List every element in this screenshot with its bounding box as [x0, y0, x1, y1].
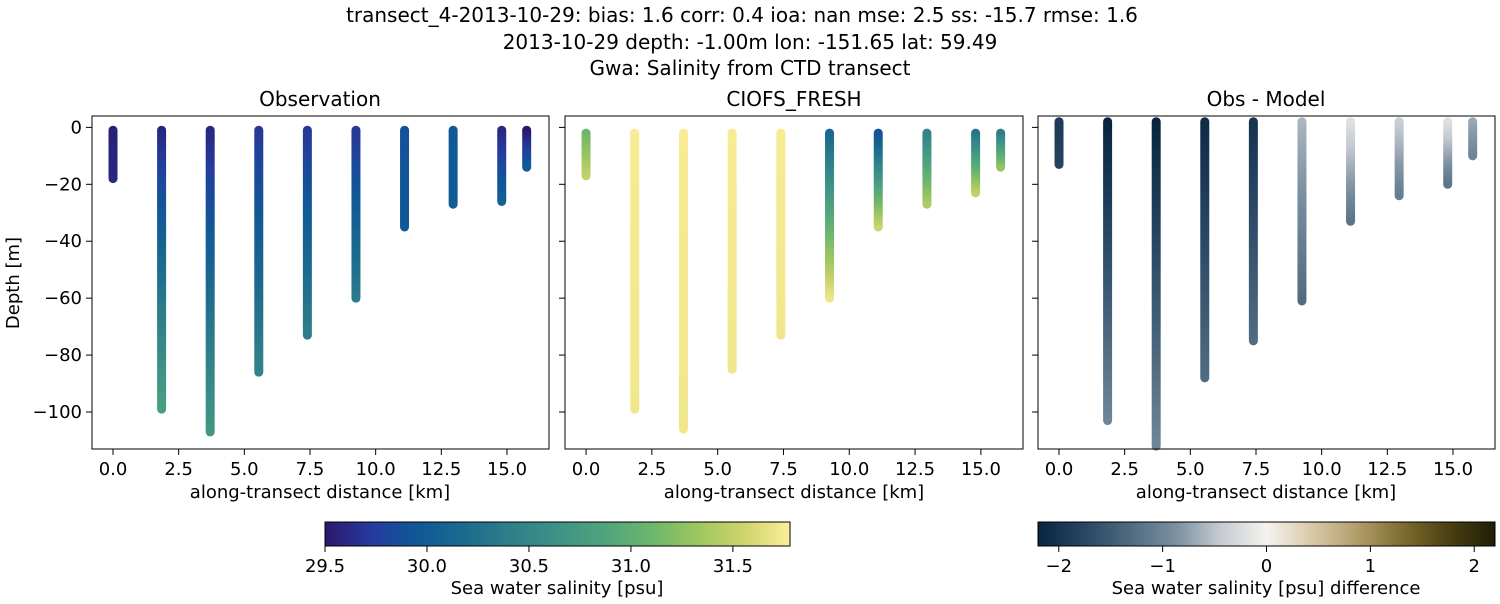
figure-title-line-2: 2013-10-29 depth: -1.00m lon: -151.65 la…: [503, 30, 998, 54]
colorbar-salinity-bar: [324, 521, 791, 547]
x-tick-label: 15.0: [1433, 459, 1473, 480]
x-tick-label: 15.0: [961, 459, 1001, 480]
colorbar-salinity-ticks: 29.5 30.0 30.5 31.0 31.5: [305, 546, 753, 577]
figure-title-line-1: transect_4-2013-10-29: bias: 1.6 corr: 0…: [346, 3, 1138, 27]
colorbar-difference-ticks: −2 −1 0 1 2: [1045, 546, 1480, 577]
panel-obs-minus-model-marks: [1054, 117, 1478, 451]
panel-ciofs-fresh-x-ticks: 0.0 2.5 5.0 7.5 10.0 12.5 15.0: [572, 449, 1001, 480]
colorbar-tick-label: 1: [1365, 556, 1376, 577]
panel-obs-minus-model-y-ticks: [1032, 126, 1038, 413]
x-tick-label: 12.5: [421, 459, 461, 480]
x-tick-label: 5.0: [230, 459, 259, 480]
panel-observation-frame: [91, 115, 550, 450]
x-tick-label: 12.5: [895, 459, 935, 480]
x-tick-label: 5.0: [703, 459, 732, 480]
panel-ciofs-fresh-y-ticks: [559, 126, 565, 413]
y-tick-label: −100: [33, 402, 82, 423]
y-tick-label: −40: [44, 231, 82, 252]
figure-title-line-3: Gwa: Salinity from CTD transect: [590, 56, 911, 80]
x-tick-label: 7.5: [769, 459, 798, 480]
x-tick-label: 0.0: [99, 459, 128, 480]
x-tick-label: 5.0: [1176, 459, 1205, 480]
colorbar-salinity: 29.5 30.0 30.5 31.0 31.5 Sea water salinity …: [305, 521, 791, 599]
colorbar-tick-label: 30.0: [407, 556, 447, 577]
x-tick-label: 10.0: [829, 459, 869, 480]
colorbar-tick-label: −1: [1149, 556, 1176, 577]
colorbar-difference: −2 −1 0 1 2 Sea water salinity [psu] differe…: [1037, 521, 1496, 599]
x-tick-label: 7.5: [1242, 459, 1271, 480]
x-tick-label: 0.0: [1045, 459, 1074, 480]
panel-obs-minus-model-title: Obs - Model: [1207, 87, 1326, 111]
x-tick-label: 12.5: [1367, 459, 1407, 480]
colorbar-tick-label: 29.5: [305, 556, 345, 577]
panel-observation-marks: [108, 125, 532, 437]
x-tick-label: 10.0: [356, 459, 396, 480]
colorbar-salinity-label: Sea water salinity [psu]: [451, 578, 664, 599]
x-tick-label: 10.0: [1302, 459, 1342, 480]
x-tick-label: 2.5: [1110, 459, 1139, 480]
x-tick-label: 2.5: [638, 459, 667, 480]
panel-obs-minus-model-frame: [1037, 115, 1496, 450]
y-tick-label: 0: [71, 117, 82, 138]
colorbar-tick-label: 2: [1469, 556, 1480, 577]
panel-ciofs-fresh: CIOFS_FRESH 0.0 2.5 5.0 7.5 10.0 12.5 15.0 alo…: [559, 87, 1024, 503]
panel-observation-title: Observation: [259, 87, 381, 111]
panel-obs-minus-model: Obs - Model 0.0 2.5 5.0 7.5 10.0 12.5 15.0 alo…: [1032, 87, 1496, 503]
x-tick-label: 7.5: [296, 459, 325, 480]
colorbar-tick-label: 31.0: [611, 556, 651, 577]
colorbar-difference-bar: [1037, 521, 1496, 547]
panel-observation-ylabel: Depth [m]: [3, 237, 24, 329]
panel-obs-minus-model-x-ticks: 0.0 2.5 5.0 7.5 10.0 12.5 15.0: [1045, 449, 1473, 480]
y-tick-label: −60: [44, 288, 82, 309]
panel-ciofs-fresh-marks: [581, 128, 1006, 434]
panel-observation-x-ticks: 0.0 2.5 5.0 7.5 10.0 12.5 15.0: [99, 449, 527, 480]
panel-ciofs-fresh-frame: [564, 115, 1024, 450]
x-tick-label: 2.5: [164, 459, 193, 480]
panel-observation-xlabel: along-transect distance [km]: [190, 482, 450, 503]
panel-observation: Observation 0.0 2.5 5.0 7.5 10.0 12.5 15.0 0 −2…: [3, 87, 550, 503]
x-tick-label: 0.0: [572, 459, 601, 480]
colorbar-tick-label: 0: [1261, 556, 1272, 577]
x-tick-label: 15.0: [487, 459, 527, 480]
panel-obs-minus-model-xlabel: along-transect distance [km]: [1136, 482, 1396, 503]
colorbar-difference-label: Sea water salinity [psu] difference: [1112, 578, 1421, 599]
y-tick-label: −20: [44, 174, 82, 195]
y-tick-label: −80: [44, 345, 82, 366]
colorbar-tick-label: 30.5: [509, 556, 549, 577]
panel-ciofs-fresh-xlabel: along-transect distance [km]: [664, 482, 924, 503]
colorbar-tick-label: −2: [1045, 556, 1072, 577]
colorbar-tick-label: 31.5: [713, 556, 753, 577]
panel-observation-y-ticks: 0 −20 −40 −60 −80 −100: [33, 117, 92, 423]
panel-ciofs-fresh-title: CIOFS_FRESH: [726, 87, 861, 111]
